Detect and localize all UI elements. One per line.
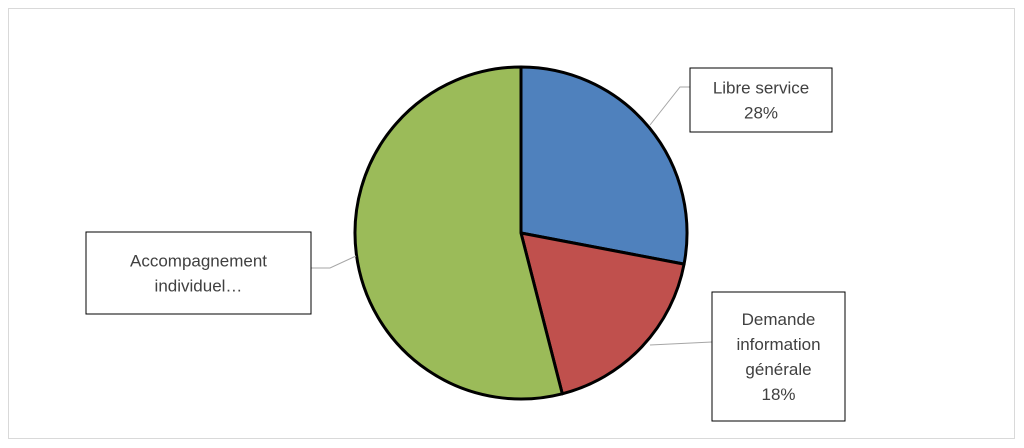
pie-slice-1 xyxy=(519,65,689,266)
leader-line-2 xyxy=(649,341,713,346)
pie-slice-2 xyxy=(519,231,686,396)
leader-line-1 xyxy=(649,86,690,126)
data-label-text: 28% xyxy=(744,104,778,123)
data-label-text: information xyxy=(736,335,820,354)
data-label-box-1 xyxy=(689,67,833,133)
data-label-box-3 xyxy=(85,231,312,315)
leader-lines xyxy=(311,86,713,346)
leader-line-3 xyxy=(311,255,357,269)
pie-slices xyxy=(353,65,689,401)
data-label-text: Libre service xyxy=(713,79,809,98)
data-labels: Libre service 28% Demande information généra… xyxy=(85,67,846,422)
data-label-text: individuel… xyxy=(155,277,243,296)
data-label-text: Demande xyxy=(742,310,816,329)
data-label-text: Accompagnement xyxy=(130,252,267,271)
data-label-box-2 xyxy=(711,291,846,422)
data-label-text: 18% xyxy=(761,385,795,404)
data-label-text: générale xyxy=(745,360,811,379)
pie-slice-3 xyxy=(353,65,564,401)
